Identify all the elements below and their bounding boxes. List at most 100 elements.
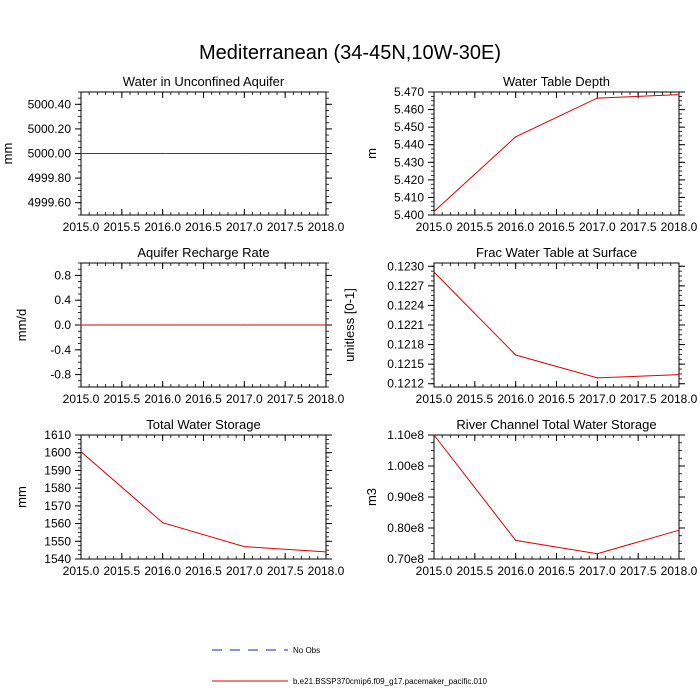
x-tick-label: 2018.0 [308,220,345,234]
panel-title: Total Water Storage [146,417,260,432]
data-point [80,152,82,155]
y-tick-label: 0.4 [54,293,71,307]
y-tick-label: 1560 [44,517,71,531]
y-tick-label: 1.10e8 [387,428,424,442]
x-tick-label: 2015.0 [416,220,453,234]
x-tick-label: 2015.0 [416,564,453,578]
data-point [596,377,598,379]
x-tick-label: 2018.0 [308,392,345,406]
data-point [678,94,680,96]
x-tick-label: 2017.0 [226,392,263,406]
x-tick-label: 2016.0 [144,220,181,234]
y-tick-label: 0.1221 [387,318,424,332]
y-tick-label: 0.70e8 [387,552,424,566]
data-point [596,97,598,99]
data-point [678,374,680,376]
data-point [243,546,245,548]
data-point [433,434,435,436]
y-tick-label: 0.90e8 [387,490,424,504]
y-tick-label: 0.1212 [387,377,424,391]
data-point [433,271,435,273]
x-tick-label: 2016.0 [497,220,534,234]
chart-panel: Total Water Storage 2015.0 2015.5 2016.0 201… [14,417,345,578]
y-tick-label: 1.00e8 [387,459,424,473]
x-tick-label: 2016.5 [538,564,575,578]
x-tick-label: 2016.5 [538,220,575,234]
x-tick-label: 2015.5 [456,220,493,234]
y-tick-label: 0.1218 [387,338,424,352]
y-tick-label: 5000.40 [28,97,72,111]
y-tick-label: 5.400 [394,208,424,222]
x-tick-label: 2017.0 [579,564,616,578]
data-point [515,539,517,542]
y-tick-label: 1580 [44,481,71,495]
x-tick-label: 2015.0 [63,564,100,578]
x-tick-label: 2017.0 [226,220,263,234]
series-line [80,451,327,553]
y-axis-label: m3 [364,488,379,506]
y-tick-label: 5.420 [394,173,424,187]
y-tick-label: 0.0 [54,318,71,332]
y-axis-label: m [364,148,379,159]
y-tick-label: -0.4 [50,343,71,357]
y-tick-label: 0.80e8 [387,521,424,535]
data-point [325,551,327,553]
data-point [80,451,82,453]
x-tick-label: 2017.5 [267,564,304,578]
data-point [80,324,82,326]
y-tick-label: 5.430 [394,155,424,169]
x-tick-label: 2017.0 [579,392,616,406]
y-axis-label: mm [14,486,29,508]
y-axis-label: mm/d [14,309,29,342]
chart-panel: Water Table Depth 2015.0 2015.5 2016.0 2016.… [364,74,698,234]
y-tick-label: 1550 [44,534,71,548]
data-point [325,152,327,155]
legend-label: No Obs [293,646,320,655]
x-tick-label: 2018.0 [661,392,698,406]
panel-title: Water in Unconfined Aquifer [123,74,285,89]
data-point [596,553,598,555]
x-tick-label: 2015.5 [456,392,493,406]
chart-panel: Water in Unconfined Aquifer 2015.0 2015.5 2… [0,74,345,234]
y-tick-label: 5.410 [394,190,424,204]
x-tick-label: 2018.0 [661,220,698,234]
x-tick-label: 2016.0 [497,392,534,406]
data-point [433,210,435,213]
panel-title: River Channel Total Water Storage [456,417,656,432]
x-tick-label: 2018.0 [661,564,698,578]
x-tick-label: 2016.5 [538,392,575,406]
x-tick-label: 2016.0 [497,564,534,578]
data-point [162,522,164,524]
data-point [325,324,327,326]
x-tick-label: 2018.0 [308,564,345,578]
y-tick-label: 1540 [44,552,71,566]
x-tick-label: 2016.5 [185,564,222,578]
x-tick-label: 2015.0 [63,220,100,234]
series-line [433,271,680,379]
panel-title: Aquifer Recharge Rate [137,245,269,260]
series-line [433,434,680,555]
x-tick-label: 2017.0 [226,564,263,578]
x-tick-label: 2017.5 [620,392,657,406]
x-tick-label: 2015.5 [456,564,493,578]
y-axis-label: unitless [0-1] [342,288,357,362]
legend-label: b.e21.BSSP370cmip6.f09_g17.pacemaker_pac… [293,677,487,686]
x-tick-label: 2016.0 [144,392,181,406]
data-point [243,324,245,326]
x-tick-label: 2016.5 [185,392,222,406]
panel-title: Water Table Depth [503,74,610,89]
y-tick-label: 5.440 [394,138,424,152]
x-tick-label: 2015.5 [103,564,140,578]
y-tick-label: 1590 [44,463,71,477]
y-tick-label: 5000.20 [28,122,72,136]
data-point [515,354,517,356]
y-tick-label: 0.8 [54,268,71,282]
data-point [162,324,164,326]
x-tick-label: 2016.0 [144,564,181,578]
y-tick-label: 5.470 [394,85,424,99]
y-axis-label: mm [0,143,15,165]
y-tick-label: 1570 [44,499,71,513]
chart-panel: Aquifer Recharge Rate 2015.0 2015.5 2016.0 2… [14,245,345,406]
data-point [515,136,517,138]
